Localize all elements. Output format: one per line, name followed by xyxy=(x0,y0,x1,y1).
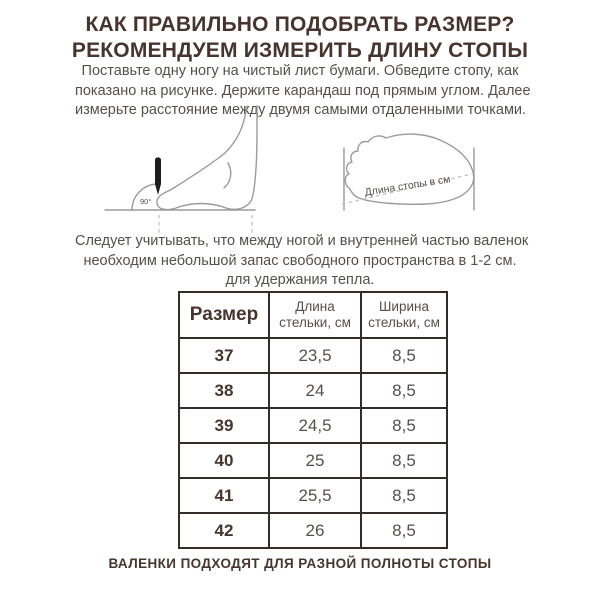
insole-width-cell: 8,5 xyxy=(360,372,448,409)
table-header-row: Размер Длина стельки, см Ширина стельки,… xyxy=(178,291,448,339)
header-insole-length: Длина стельки, см xyxy=(268,291,362,339)
insole-length-cell: 24,5 xyxy=(268,407,362,444)
table-row: 38 24 8,5 xyxy=(178,372,448,409)
page-title-line-2: РЕКОМЕНДУЕМ ИЗМЕРИТЬ ДЛИНУ СТОПЫ xyxy=(71,39,529,62)
foot-side-view-illustration: 90° xyxy=(104,105,258,234)
size-cell: 42 xyxy=(178,512,270,549)
note-line-2: необходим небольшой запас свободного про… xyxy=(83,252,517,269)
insole-length-cell: 25 xyxy=(268,442,362,479)
ankle-detail-line xyxy=(223,162,232,189)
table-row: 40 25 8,5 xyxy=(178,442,448,479)
size-cell: 39 xyxy=(178,407,270,444)
instructions-line-2: показано на рисунке. Держите карандаш по… xyxy=(75,82,531,99)
fit-allowance-note-text: Следует учитывать, что между ногой и вну… xyxy=(75,232,529,291)
pencil-icon xyxy=(155,157,161,195)
table-row: 41 25,5 8,5 xyxy=(178,477,448,514)
header-insole-width: Ширина стельки, см xyxy=(360,291,448,339)
table-row: 37 23,5 8,5 xyxy=(178,337,448,374)
page-title-line-1: КАК ПРАВИЛЬНО ПОДОБРАТЬ РАЗМЕР? xyxy=(85,13,515,36)
insole-width-cell: 8,5 xyxy=(360,407,448,444)
size-cell: 38 xyxy=(178,372,270,409)
insole-length-cell: 26 xyxy=(268,512,362,549)
header-size: Размер xyxy=(178,291,270,339)
note-line-3: для удержания тепла. xyxy=(225,272,375,288)
insole-width-cell: 8,5 xyxy=(360,442,448,479)
foot-profile-outline xyxy=(156,105,258,211)
angle-90-label: 90° xyxy=(140,197,151,206)
foot-top-view-outline xyxy=(344,133,475,205)
table-row: 42 26 8,5 xyxy=(178,512,448,549)
measuring-instructions-text: Поставьте одну ногу на чистый лист бумаг… xyxy=(75,62,531,121)
instructions-line-1: Поставьте одну ногу на чистый лист бумаг… xyxy=(81,63,519,79)
table-row: 39 24,5 8,5 xyxy=(178,407,448,444)
size-cell: 40 xyxy=(178,442,270,479)
insole-width-cell: 8,5 xyxy=(360,477,448,514)
insole-length-cell: 24 xyxy=(268,372,362,409)
foot-outline-illustration: Длина стопы в см xyxy=(341,133,475,211)
angle-arc xyxy=(131,183,159,211)
size-chart-table: Размер Длина стельки, см Ширина стельки,… xyxy=(178,291,448,549)
length-dashed-line xyxy=(341,173,473,205)
foot-length-label: Длина стопы в см xyxy=(364,173,451,198)
insole-width-cell: 8,5 xyxy=(360,512,448,549)
size-cell: 41 xyxy=(178,477,270,514)
insole-width-cell: 8,5 xyxy=(360,337,448,374)
insole-length-cell: 23,5 xyxy=(268,337,362,374)
footer-note: ВАЛЕНКИ ПОДХОДЯТ ДЛЯ РАЗНОЙ ПОЛНОТЫ СТОП… xyxy=(108,556,492,571)
note-line-1: Следует учитывать, что между ногой и вну… xyxy=(75,233,529,249)
size-cell: 37 xyxy=(178,337,270,374)
instructions-line-3: измерьте расстояние между двумя самыми о… xyxy=(75,102,527,118)
insole-length-cell: 25,5 xyxy=(268,477,362,514)
page-title: КАК ПРАВИЛЬНО ПОДОБРАТЬ РАЗМЕР? РЕКОМЕНД… xyxy=(0,12,600,64)
